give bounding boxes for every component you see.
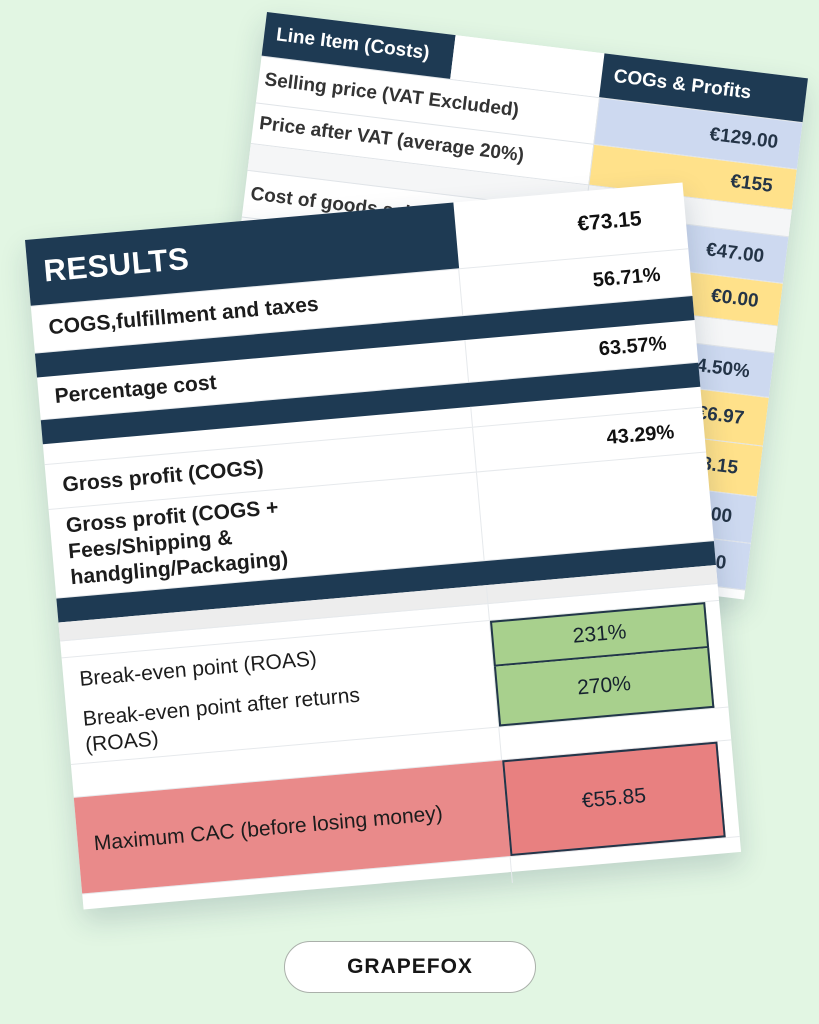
max-cac-value-cell: €55.85 [502, 741, 726, 857]
grapefox-button[interactable]: GRAPEFOX [284, 941, 536, 993]
results-sheet: RESULTS €73.15 COGS,fulfillment and taxe… [25, 182, 742, 921]
